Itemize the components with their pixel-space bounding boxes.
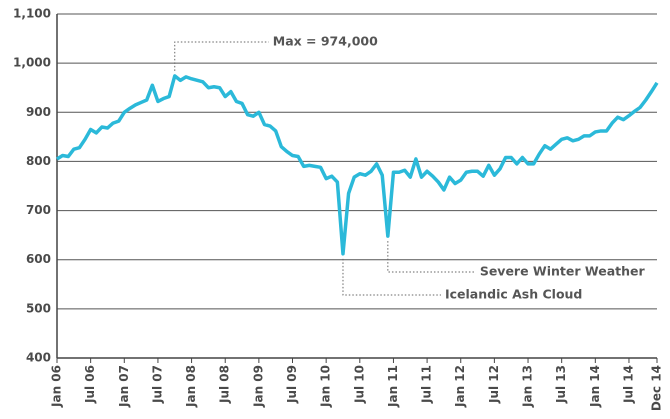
x-tick-label: Jan 10 (319, 365, 333, 408)
y-tick-label: 700 (26, 203, 51, 217)
x-tick-label: Jan 13 (521, 365, 535, 408)
x-tick-label: Jul 11 (420, 365, 434, 404)
y-tick-label: 800 (26, 154, 51, 168)
x-tick-label: Jan 14 (588, 365, 602, 408)
x-tick-label: Jan 12 (453, 365, 467, 408)
x-tick-label: Jan 11 (386, 365, 400, 408)
y-tick-label: 1,100 (13, 7, 51, 21)
x-tick-label: Jan 09 (251, 365, 265, 408)
x-tick-label: Dec 14 (650, 365, 664, 411)
y-tick-label: 500 (26, 301, 51, 315)
y-tick-label: 600 (26, 252, 51, 266)
annotation-line (387, 241, 476, 273)
x-tick-label: Jan 06 (50, 365, 64, 408)
x-tick-label: Jul 12 (487, 365, 501, 404)
annotation: Icelandic Ash Cloud (445, 287, 582, 302)
x-tick-label: Jan 08 (184, 365, 198, 408)
x-tick-label: Jan 07 (117, 365, 131, 408)
x-tick-label: Jul 10 (352, 365, 366, 404)
annotation-line (174, 41, 269, 71)
data-line (56, 74, 659, 256)
y-tick-label: 1,000 (13, 56, 51, 70)
annotation: Severe Winter Weather (480, 264, 646, 279)
x-tick-label: Jul 13 (554, 365, 568, 404)
x-tick-label: Jul 09 (285, 365, 299, 404)
y-tick-label: 400 (26, 351, 51, 365)
x-tick-label: Jul 14 (621, 365, 635, 404)
annotation-line (342, 258, 441, 296)
y-tick-label: 900 (26, 105, 51, 119)
x-tick-label: Jul 06 (83, 365, 97, 404)
x-tick-label: Jul 07 (150, 365, 164, 404)
x-tick-label: Jul 08 (218, 365, 232, 404)
annotation: Max = 974,000 (273, 34, 378, 49)
